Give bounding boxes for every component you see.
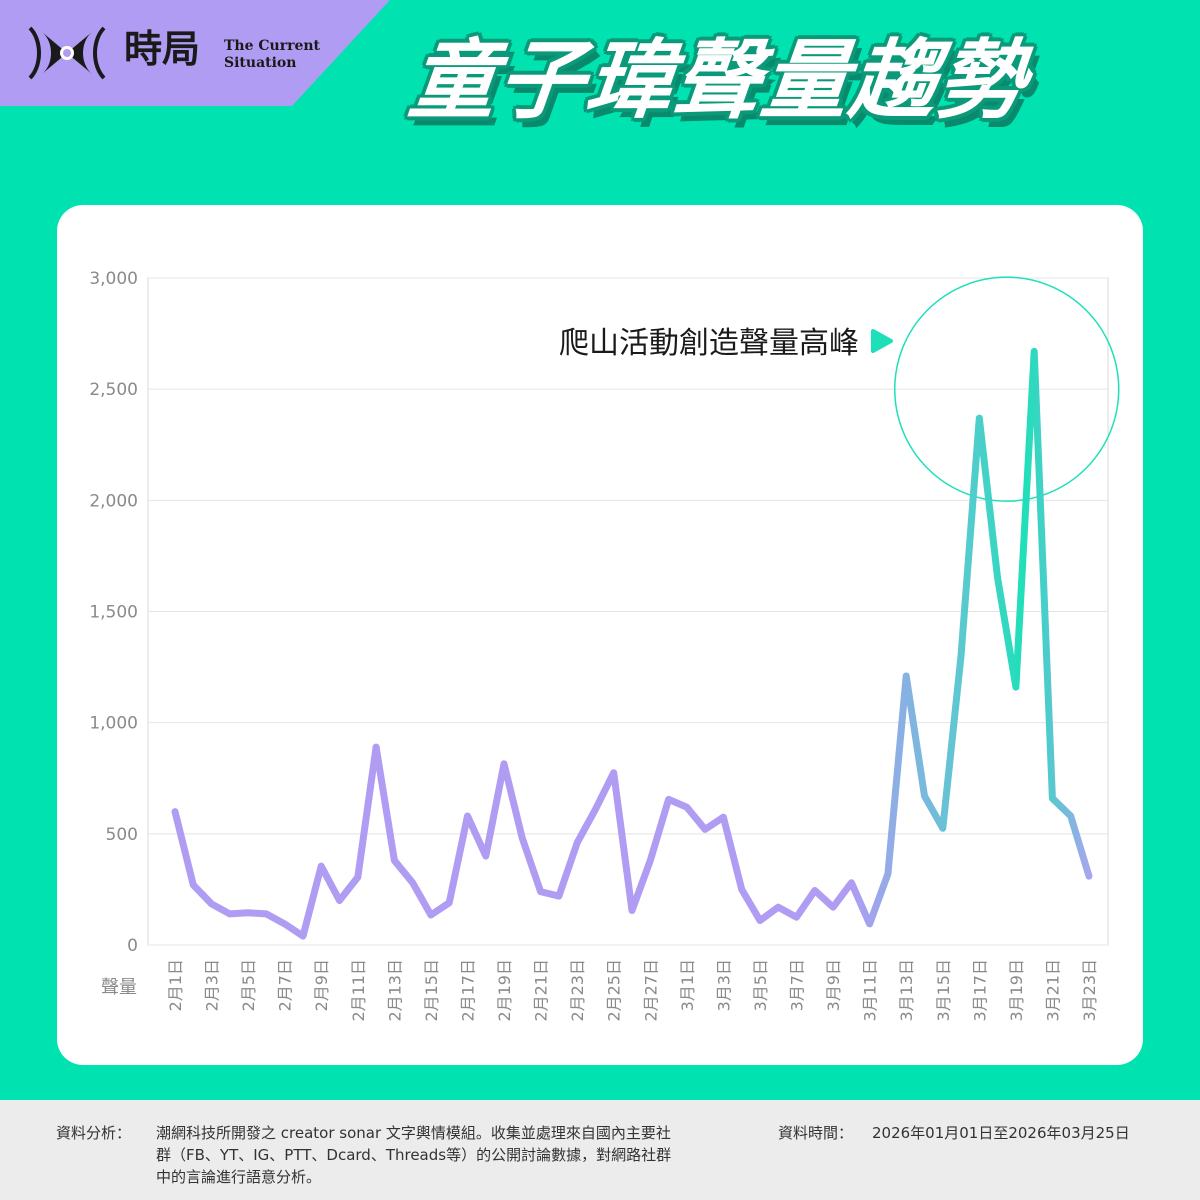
source-label: 資料分析： [56,1124,132,1142]
x-tick-label: 2月23日 [568,959,587,1022]
x-tick-label: 2月17日 [458,959,477,1022]
y-tick-label: 1,000 [89,714,138,734]
x-tick-label: 2月7日 [276,959,295,1011]
x-tick-label: 2月1日 [166,959,185,1011]
brand-banner: 時局 The Current Situation [0,0,390,106]
play-triangle-icon [871,329,893,353]
y-tick-label: 0 [127,936,138,956]
x-tick-label: 2月15日 [422,959,441,1022]
y-tick-label: 2,500 [89,380,138,400]
time-text: 2026年01月01日至2026年03月25日 [872,1124,1130,1142]
y-tick-label: 1,500 [89,603,138,623]
x-tick-label: 2月27日 [641,959,660,1022]
line-chart: 0 500 1,000 1,500 2,000 2,500 3,000 聲量 2月1日 2月3日 2… [89,269,1120,1022]
y-axis-label: 聲量 [101,977,137,998]
highlight-circle [893,276,1120,502]
footer: 資料分析： 潮網科技所開發之 creator sonar 文字輿情模組。收集並處… [0,1100,1200,1200]
x-tick-label: 2月25日 [605,959,624,1022]
x-tick-label: 3月17日 [970,959,989,1022]
x-tick-label: 2月3日 [203,959,222,1011]
brand-name-zh: 時局 [124,26,201,71]
x-tick-label: 2月13日 [385,959,404,1022]
annotation-text: 爬山活動創造聲量高峰 [559,326,859,361]
x-tick-label: 3月1日 [678,959,697,1011]
x-tick-label: 3月5日 [751,959,770,1011]
x-tick-label: 3月19日 [1007,959,1026,1022]
x-tick-label: 2月11日 [349,959,368,1022]
page-title: 童子瑋聲量趨勢 [404,31,1032,131]
x-tick-label: 3月3日 [714,959,733,1011]
source-text: 潮網科技所開發之 creator sonar 文字輿情模組。收集並處理來自國內主… [156,1124,672,1186]
x-tick-label: 2月21日 [532,959,551,1022]
x-tick-label: 3月21日 [1043,959,1062,1022]
y-tick-label: 500 [106,825,138,845]
series-line [171,347,1093,940]
chart-card: 0 500 1,000 1,500 2,000 2,500 3,000 聲量 2月1日 2月3日 2… [57,205,1143,1065]
x-tick-label: 2月9日 [312,959,331,1011]
y-tick-label: 3,000 [89,269,138,289]
x-tick-label: 3月13日 [897,959,916,1022]
x-tick-label: 3月23日 [1080,959,1099,1022]
x-tick-label: 3月15日 [934,959,953,1022]
eye-logo-icon [28,26,106,80]
time-label: 資料時間： [778,1124,854,1142]
x-tick-label: 2月19日 [495,959,514,1022]
x-tick-label: 2月5日 [239,959,258,1011]
brand-name-en: The Current Situation [224,38,321,71]
x-tick-label: 3月7日 [788,959,807,1011]
x-tick-label: 3月9日 [824,959,843,1011]
y-tick-label: 2,000 [89,491,138,511]
x-tick-label: 3月11日 [861,959,880,1022]
